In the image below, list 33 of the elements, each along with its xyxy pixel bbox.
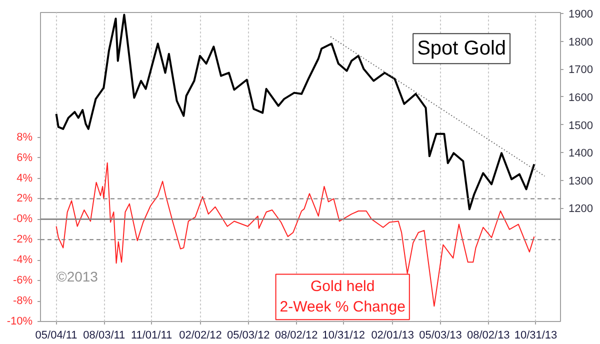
x-tick-label: 05/03/13: [419, 330, 462, 342]
y-tick-label: 6%: [16, 152, 33, 164]
x-tick-label: 08/02/12: [274, 330, 318, 342]
y-tick-label: -2%: [12, 234, 33, 246]
y2-tick-label: 1300: [568, 175, 593, 188]
y-tick-label: 2%: [16, 192, 33, 205]
y2-tick-label: 1600: [568, 92, 593, 104]
x-tick-label: 10/31/13: [514, 330, 558, 342]
x-tick-label: 05/03/12: [226, 330, 270, 342]
series-label: Gold held 2-Week % Change: [280, 278, 406, 316]
x-tick-label: 08/02/13: [466, 330, 510, 342]
y2-tick-label: 1800: [568, 36, 593, 48]
y2-tick-label: 1900: [568, 8, 593, 21]
x-tick-label: 11/01/11: [130, 330, 172, 342]
y2-tick-label: 1700: [568, 64, 593, 76]
y-tick-label: -0%: [12, 213, 33, 226]
y-tick-label: 4%: [16, 172, 33, 184]
y-tick-label: -8%: [12, 295, 33, 308]
x-tick-label: 10/31/12: [322, 330, 366, 342]
y2-tick-label: 1200: [568, 203, 593, 216]
series-label: Spot Gold: [417, 38, 506, 60]
y2-tick-label: 1400: [568, 148, 593, 160]
x-tick-label: 02/01/13: [371, 330, 414, 342]
y-tick-label: -6%: [12, 274, 33, 287]
y-tick-label: -4%: [12, 254, 33, 266]
y-tick-label: -10%: [6, 316, 33, 328]
line-series: [55, 14, 536, 210]
annotation: ©2013: [56, 268, 98, 284]
x-tick-label: 02/02/12: [179, 330, 222, 342]
x-tick-label: 08/03/11: [83, 330, 126, 342]
x-tick-label: 05/04/11: [35, 330, 78, 342]
y-tick-label: 8%: [16, 131, 33, 144]
y2-tick-label: 1500: [568, 120, 593, 132]
